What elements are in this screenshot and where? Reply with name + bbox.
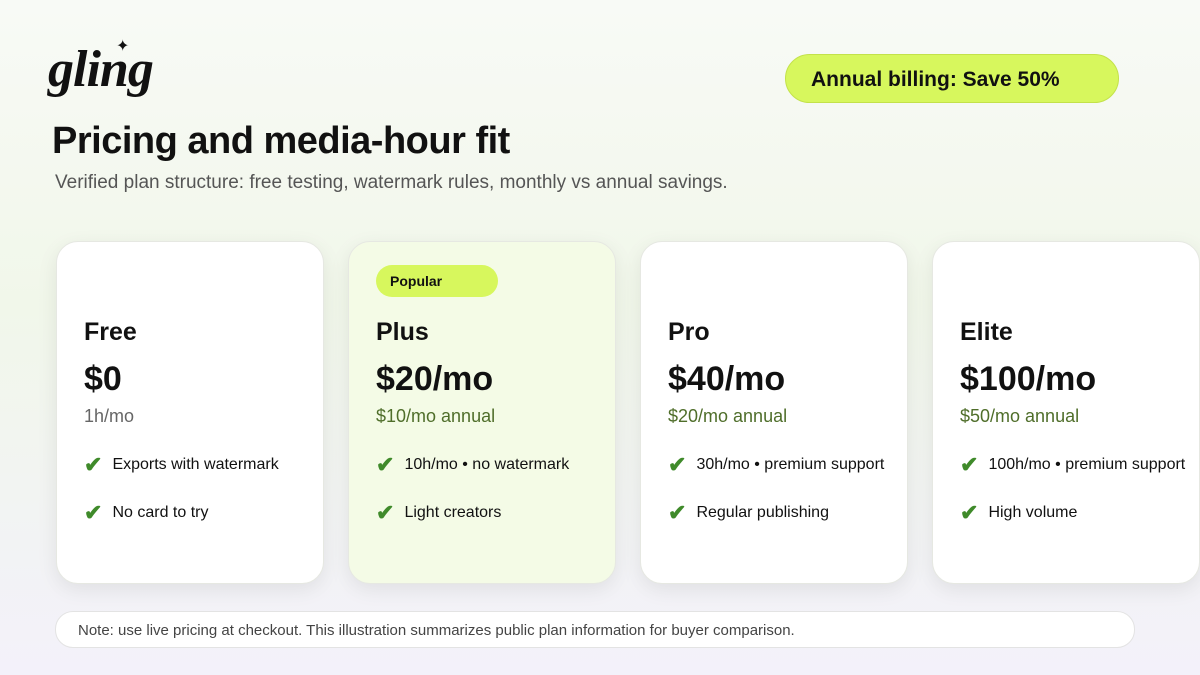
plan-price: $0	[84, 360, 122, 398]
subtitle: Verified plan structure: free testing, w…	[55, 172, 728, 193]
plan-card[interactable]: Elite $100/mo $50/mo annual ✔ 100h/mo • prem…	[932, 241, 1200, 584]
plan-price: $100/mo	[960, 360, 1097, 398]
check-icon: ✔	[668, 452, 687, 477]
plan-subprice: 1h/mo	[84, 406, 135, 426]
feature-text: 30h/mo • premium support	[696, 456, 885, 474]
plan-price: $40/mo	[668, 360, 786, 398]
check-icon: ✔	[84, 452, 103, 477]
feature-text: High volume	[988, 504, 1078, 522]
plan-card[interactable]: Popular Plus $20/mo $10/mo annual ✔ 10h/mo • …	[348, 241, 616, 584]
check-icon: ✔	[960, 452, 979, 477]
feature: ✔ No card to try	[84, 500, 208, 526]
check-icon: ✔	[376, 500, 395, 525]
plan-subprice: $20/mo annual	[668, 406, 788, 426]
plan-card[interactable]: Pro $40/mo $20/mo annual ✔ 30h/mo • premium …	[640, 241, 908, 584]
plan-tag: Popular	[376, 265, 498, 297]
feature: ✔ 30h/mo • premium support	[668, 452, 884, 478]
feature-text: 100h/mo • premium support	[988, 456, 1186, 474]
logo-star: ✦	[116, 38, 130, 55]
feature: ✔ High volume	[960, 500, 1077, 526]
plan-name: Pro	[668, 318, 710, 346]
plan-subprice: $10/mo annual	[376, 406, 496, 426]
note: Note: use live pricing at checkout. This…	[55, 611, 1135, 648]
feature-text: Light creators	[404, 504, 502, 522]
logo: gling	[48, 41, 154, 98]
plan-name: Elite	[960, 318, 1013, 346]
check-icon: ✔	[960, 500, 979, 525]
feature: ✔ Regular publishing	[668, 500, 829, 526]
check-icon: ✔	[84, 500, 103, 525]
check-icon: ✔	[376, 452, 395, 477]
billing-badge[interactable]: Annual billing: Save 50%	[785, 54, 1119, 103]
plan-card[interactable]: Free $0 1h/mo ✔ Exports with watermark ✔ No ca…	[56, 241, 324, 584]
plan-name: Free	[84, 318, 137, 346]
feature-text: Regular publishing	[696, 504, 829, 522]
feature: ✔ 10h/mo • no watermark	[376, 452, 569, 478]
plan-subprice: $50/mo annual	[960, 406, 1080, 426]
feature: ✔ Light creators	[376, 500, 501, 526]
check-icon: ✔	[668, 500, 687, 525]
feature-text: No card to try	[112, 504, 209, 522]
title: Pricing and media-hour fit	[52, 120, 510, 162]
feature-text: 10h/mo • no watermark	[404, 456, 570, 474]
feature: ✔ Exports with watermark	[84, 452, 279, 478]
feature-text: Exports with watermark	[112, 456, 279, 474]
plan-name: Plus	[376, 318, 429, 346]
plan-price: $20/mo	[376, 360, 494, 398]
feature: ✔ 100h/mo • premium support	[960, 452, 1185, 478]
